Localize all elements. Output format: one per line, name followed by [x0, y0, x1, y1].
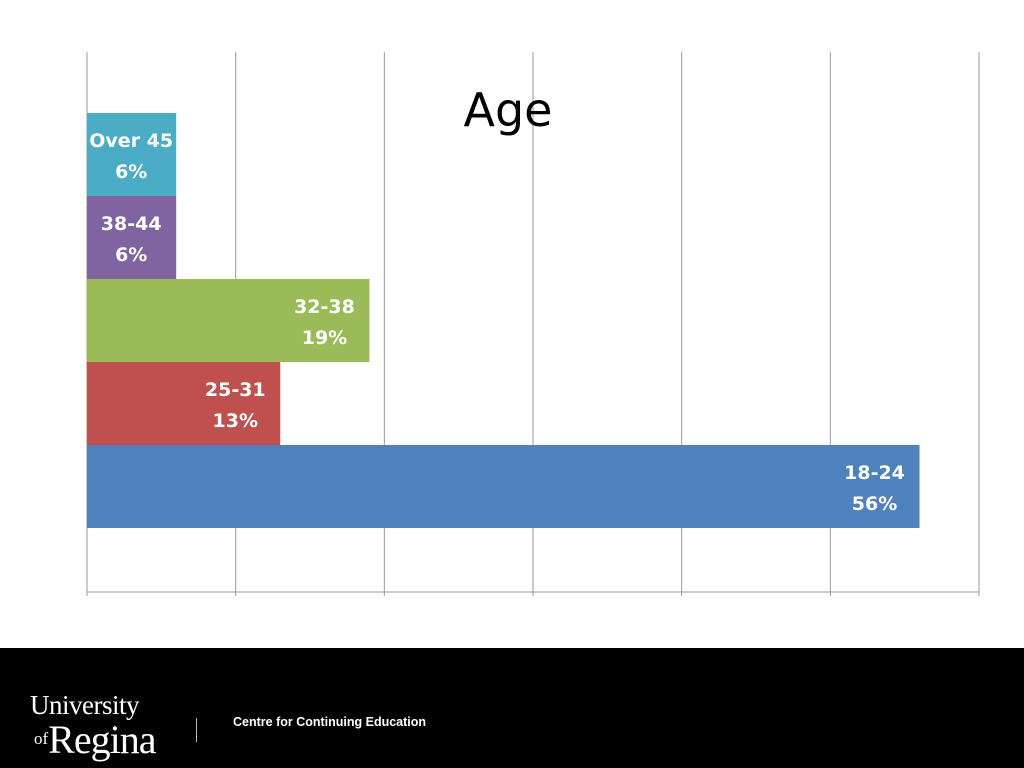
bar-category-label: 38-44 [101, 213, 162, 235]
bar-over-45 [87, 113, 177, 196]
bars [87, 113, 920, 528]
department-name: Centre for Continuing Education [233, 715, 427, 729]
bar-value-label: 56% [852, 493, 897, 515]
footer-divider [196, 718, 197, 742]
bar-chart: 18-24 56% 25-31 13% 32-38 19% 38-44 6% Over 45 6%… [86, 52, 980, 596]
bar-value-label: 6% [115, 244, 147, 266]
university-logo: University ofRegina [30, 690, 156, 762]
logo-of-text: of [34, 729, 49, 748]
chart-title: Age [464, 83, 553, 137]
bar-32-38 [87, 279, 370, 362]
bar-category-label: 32-38 [294, 296, 355, 318]
logo-university-text: University [30, 690, 140, 720]
bar-38-44 [87, 196, 177, 279]
bar-category-label: 25-31 [205, 379, 266, 401]
bar-category-label: Over 45 [89, 130, 173, 152]
gridlines [86, 52, 980, 596]
bar-labels: 18-24 56% 25-31 13% 32-38 19% 38-44 6% Over 45 6% [89, 130, 905, 515]
bar-18-24 [87, 445, 920, 528]
bar-25-31 [87, 362, 281, 445]
bar-value-label: 13% [213, 410, 258, 432]
bar-category-label: 18-24 [844, 462, 905, 484]
bar-value-label: 19% [302, 327, 347, 349]
chart-area: 18-24 56% 25-31 13% 32-38 19% 38-44 6% Over 45 6%… [86, 52, 980, 596]
footer-bar: University ofRegina Centre for Continuin… [0, 648, 1024, 768]
logo-regina-text: Regina [48, 717, 156, 762]
bar-value-label: 6% [115, 161, 147, 183]
